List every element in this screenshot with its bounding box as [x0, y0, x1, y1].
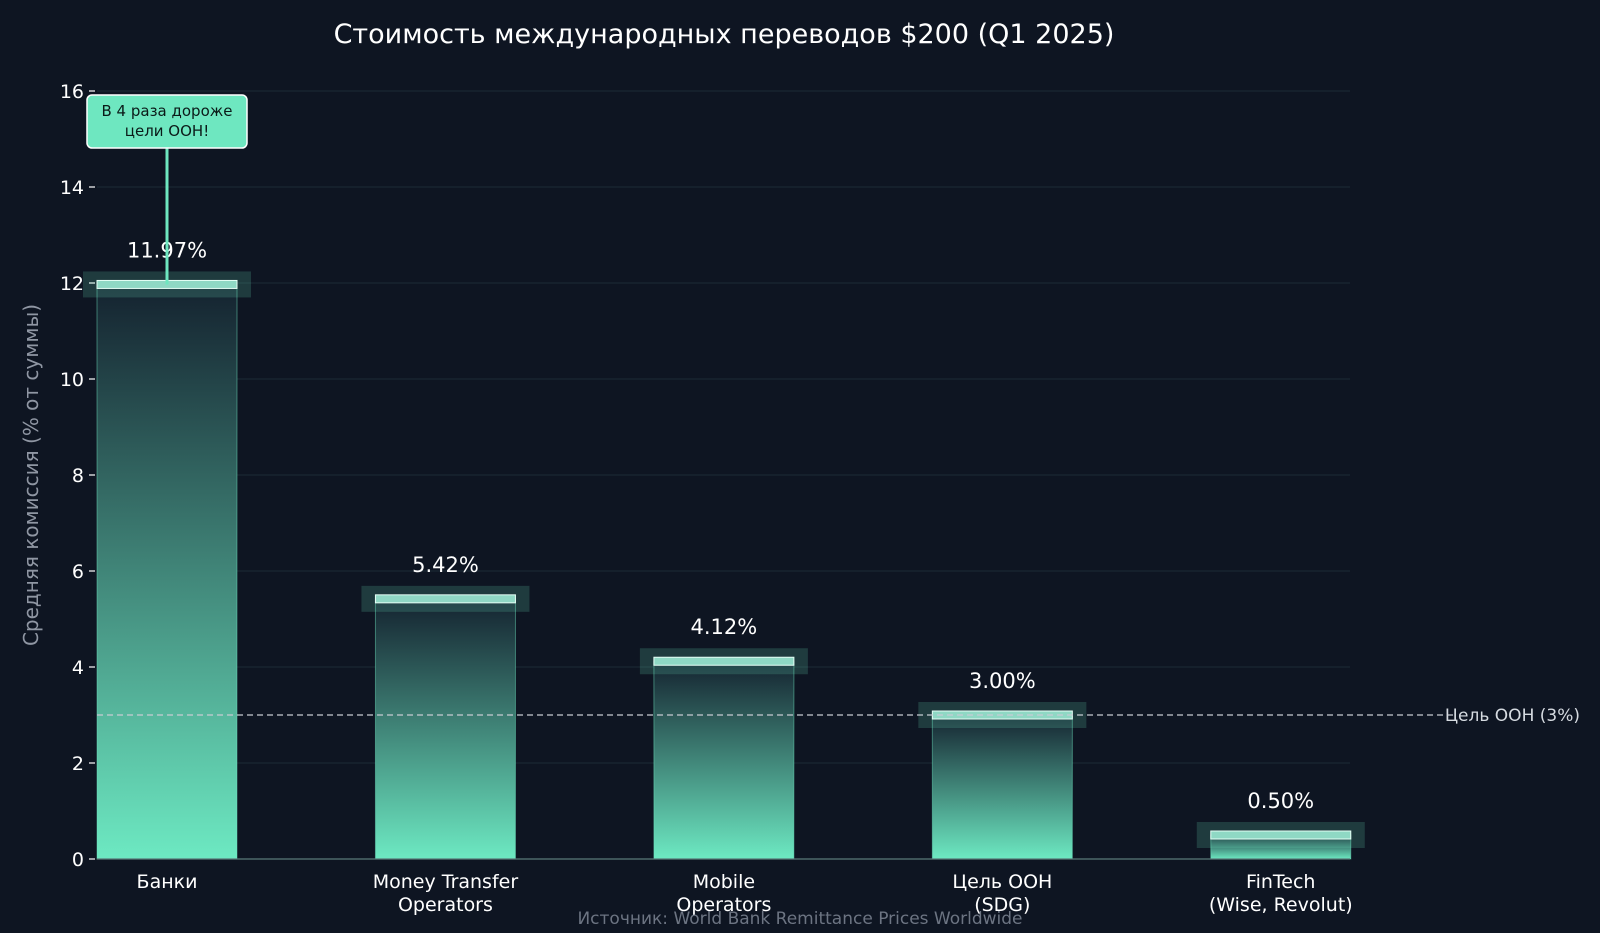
y-tick-label: 2 — [72, 753, 84, 775]
reference-label: Цель ООН (3%) — [1445, 706, 1580, 726]
bar — [96, 283, 238, 860]
annotation-box — [86, 94, 248, 149]
y-tick-label: 0 — [72, 849, 84, 871]
x-category-label: FinTech (Wise, Revolut) — [1209, 871, 1353, 916]
y-tick-label: 16 — [60, 81, 84, 103]
bars — [83, 271, 1365, 860]
x-category-line: (Wise, Revolut) — [1209, 894, 1353, 916]
annotation-text: цели ООН! — [125, 122, 209, 140]
annotation: В 4 раза дороже цели ООН! — [86, 94, 248, 285]
x-category-label: Money Transfer Operators — [373, 871, 519, 916]
bar — [931, 714, 1073, 860]
bar — [374, 598, 516, 860]
x-category-line: Mobile — [693, 871, 755, 893]
value-label: 4.12% — [691, 615, 758, 639]
bar-cap — [653, 656, 795, 666]
x-category-label: Цель ООН (SDG) — [952, 871, 1052, 916]
annotation-text: В 4 раза дороже — [101, 102, 232, 120]
x-category-line: Банки — [137, 871, 198, 893]
value-label: 5.42% — [412, 553, 479, 577]
y-tick-label: 14 — [60, 177, 84, 199]
grid — [97, 90, 1350, 764]
source-note: Источник: World Bank Remittance Prices W… — [577, 909, 1022, 929]
bar — [653, 660, 795, 860]
y-tick-label: 6 — [72, 561, 84, 583]
x-category-line: FinTech — [1246, 871, 1315, 893]
reference-line: Цель ООН (3%) — [97, 706, 1580, 726]
y-tick-label: 10 — [60, 369, 84, 391]
x-category-label: Mobile Operators — [676, 871, 771, 916]
x-category-line: Money Transfer — [373, 871, 519, 893]
chart-title: Стоимость международных переводов $200 (… — [334, 19, 1115, 50]
x-category-label: Банки — [137, 871, 198, 893]
value-labels: 11.97%5.42%4.12%3.00%0.50% — [127, 238, 1314, 813]
y-tick-label: 12 — [60, 273, 84, 295]
x-category-line: Цель ООН — [952, 871, 1052, 893]
x-category-line: Operators — [398, 894, 493, 916]
y-tick-label: 4 — [72, 657, 84, 679]
y-tick-label: 8 — [72, 465, 84, 487]
x-category-line: Operators — [676, 894, 771, 916]
y-axis: 0 2 4 6 8 10 12 14 16 — [60, 81, 95, 871]
value-label: 3.00% — [969, 669, 1036, 693]
bar-cap — [1210, 830, 1352, 840]
bar-cap — [374, 594, 516, 604]
y-axis-label: Средняя комиссия (% от суммы) — [19, 304, 43, 646]
value-label: 0.50% — [1247, 789, 1314, 813]
x-category-line: (SDG) — [974, 894, 1030, 916]
